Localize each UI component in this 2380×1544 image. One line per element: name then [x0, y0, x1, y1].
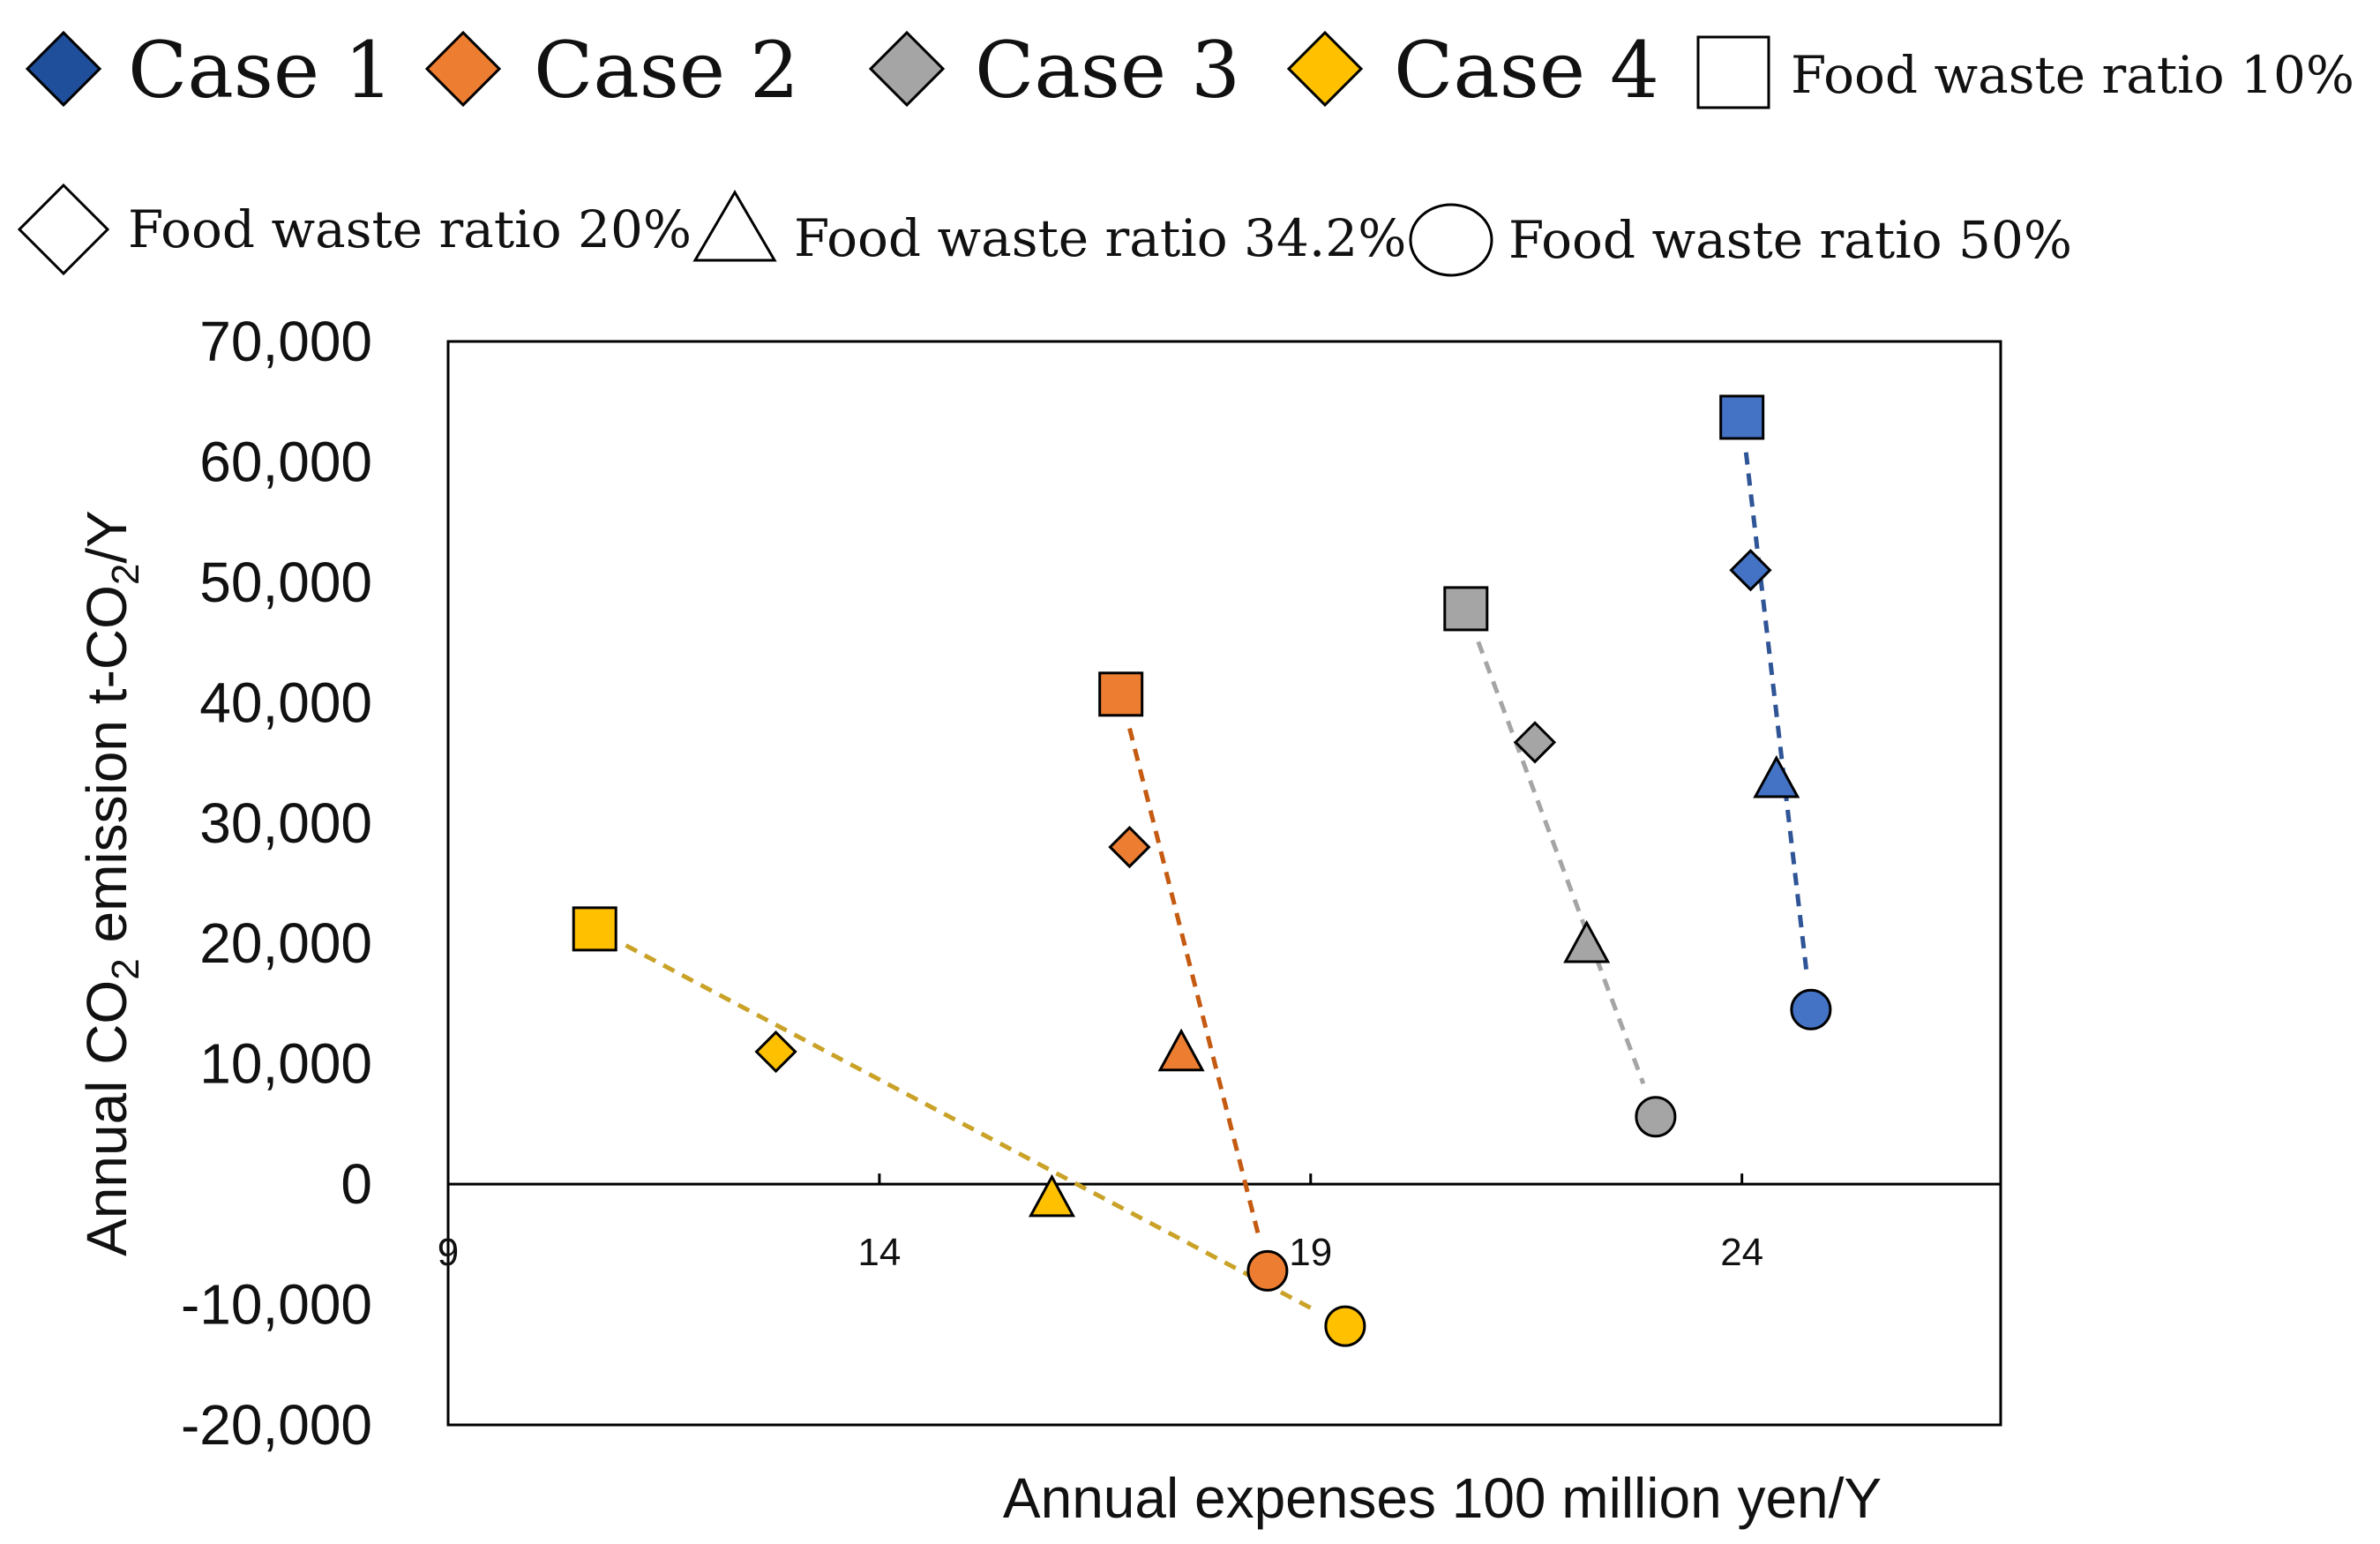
- legend-case-3-label: Case 3: [975, 25, 1240, 116]
- legend-ratio-10-label: Food waste ratio 10%: [1791, 45, 2354, 105]
- axis-ticks: -20,000 -10,000 0 10,000 20,000 30,000 40,000 5…: [181, 310, 1763, 1457]
- x-tick-label: 14: [857, 1231, 901, 1274]
- legend-item-ratio-50: Food waste ratio 50%: [1409, 203, 2072, 277]
- trend-line-case-3: [1476, 641, 1646, 1085]
- legend-case-1-diamond-icon: [25, 30, 102, 108]
- data-point-case-2-square: [1098, 671, 1144, 717]
- x-tick-label: 19: [1289, 1231, 1332, 1274]
- data-point-case-3-circle: [1635, 1096, 1677, 1138]
- data-point-case-4-triangle: [1028, 1173, 1075, 1218]
- y-tick-label: 70,000: [199, 310, 372, 373]
- y-tick-label: 40,000: [199, 671, 372, 734]
- legend: Case 1 Case 2 Case 3 Case 4 Food waste r…: [17, 25, 2354, 277]
- legend-item-case-3: Case 3: [868, 25, 1240, 116]
- data-point-case-1-circle: [1790, 988, 1832, 1031]
- y-tick-label: -20,000: [181, 1393, 372, 1457]
- y-tick-label: -10,000: [181, 1273, 372, 1337]
- data-point-case-2-triangle: [1157, 1028, 1205, 1072]
- data-point-case-3-diamond: [1513, 721, 1557, 764]
- data-markers: [572, 394, 1832, 1347]
- legend-case-2-diamond-icon: [424, 30, 502, 108]
- legend-case-3-diamond-icon: [868, 30, 946, 108]
- legend-circle-icon: [1409, 203, 1493, 277]
- trend-line-case-1: [1743, 452, 1809, 975]
- legend-item-case-1: Case 1: [25, 25, 393, 116]
- data-point-case-4-circle: [1324, 1305, 1366, 1347]
- trend-line-case-2: [1127, 727, 1261, 1238]
- y-tick-label: 30,000: [199, 791, 372, 855]
- y-tick-label: 60,000: [199, 430, 372, 493]
- legend-item-ratio-34: Food waste ratio 34.2%: [692, 190, 1406, 268]
- x-axis-title: Annual expenses 100 million yen/Y: [1003, 1466, 1882, 1530]
- y-tick-label: 10,000: [199, 1032, 372, 1096]
- y-tick-label: 20,000: [199, 911, 372, 975]
- legend-case-1-label: Case 1: [128, 25, 393, 116]
- data-point-case-1-square: [1719, 394, 1765, 440]
- data-point-case-2-circle: [1246, 1249, 1289, 1292]
- data-point-case-4-square: [572, 906, 617, 952]
- data-point-case-1-triangle: [1753, 754, 1800, 798]
- legend-case-4-diamond-icon: [1286, 30, 1364, 108]
- legend-item-case-4: Case 4: [1286, 25, 1659, 116]
- trend-line-case-4: [625, 943, 1315, 1312]
- legend-item-ratio-20: Food waste ratio 20%: [17, 183, 692, 276]
- trend-lines: [625, 452, 1809, 1312]
- legend-diamond-icon: [17, 183, 110, 276]
- legend-triangle-icon: [692, 190, 777, 262]
- legend-ratio-20-label: Food waste ratio 20%: [128, 199, 692, 259]
- legend-ratio-34-label: Food waste ratio 34.2%: [794, 208, 1406, 268]
- data-point-case-1-diamond: [1729, 549, 1772, 592]
- data-point-case-3-triangle: [1563, 919, 1611, 963]
- legend-item-case-2: Case 2: [424, 25, 799, 116]
- x-tick-label: 24: [1720, 1231, 1763, 1274]
- data-point-case-3-square: [1443, 586, 1489, 632]
- y-tick-label: 0: [341, 1152, 372, 1216]
- x-tick-label: 9: [438, 1231, 459, 1274]
- legend-ratio-50-label: Food waste ratio 50%: [1508, 210, 2072, 270]
- data-point-case-4-diamond: [754, 1030, 797, 1074]
- legend-case-4-label: Case 4: [1394, 25, 1659, 116]
- y-tick-label: 50,000: [199, 551, 372, 614]
- plot-area-frame: [446, 340, 2002, 1427]
- data-point-case-2-diamond: [1108, 825, 1151, 869]
- legend-item-ratio-10: Food waste ratio 10%: [1696, 35, 2354, 109]
- legend-case-2-label: Case 2: [534, 25, 799, 116]
- y-axis-title: Annual CO2 emission t-CO2/Y: [75, 510, 147, 1256]
- legend-square-icon: [1696, 35, 1770, 109]
